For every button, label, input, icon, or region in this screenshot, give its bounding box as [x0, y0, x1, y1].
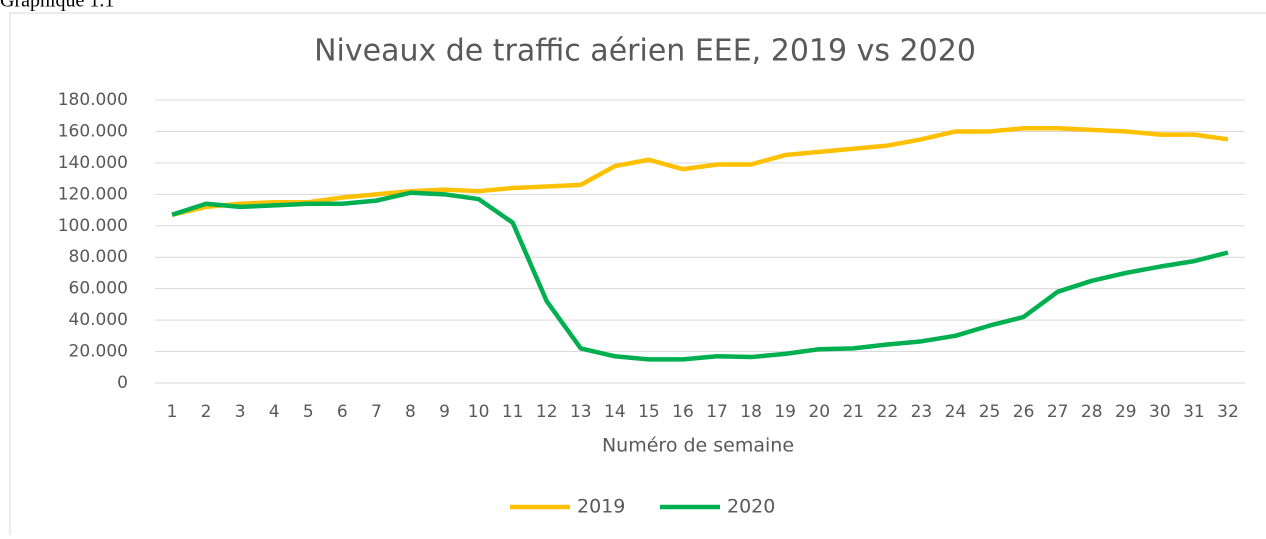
y-tick-label: 180.000	[58, 90, 128, 110]
x-tick-label: 10	[468, 402, 490, 422]
chart-title: Niveaux de traffic aérien EEE, 2019 vs 2…	[314, 34, 976, 69]
x-tick-label: 7	[371, 402, 382, 422]
x-tick-label: 18	[740, 402, 762, 422]
x-tick-label: 2	[201, 402, 212, 422]
x-tick-label: 31	[1183, 402, 1205, 422]
caption: Graphique 1.1	[0, 0, 114, 12]
x-tick-label: 16	[672, 402, 694, 422]
x-tick-label: 25	[979, 402, 1001, 422]
x-axis-label: Numéro de semaine	[602, 435, 794, 457]
x-tick-label: 12	[536, 402, 558, 422]
x-tick-label: 28	[1081, 402, 1103, 422]
x-tick-label: 22	[877, 402, 899, 422]
x-tick-label: 24	[945, 402, 967, 422]
x-tick-label: 13	[570, 402, 592, 422]
x-tick-label: 4	[269, 402, 280, 422]
x-tick-label: 32	[1217, 402, 1239, 422]
x-tick-label: 19	[774, 402, 796, 422]
x-tick-label: 5	[303, 402, 314, 422]
y-tick-label: 20.000	[69, 342, 128, 362]
x-tick-label: 1	[167, 402, 178, 422]
y-tick-label: 140.000	[58, 153, 128, 173]
y-tick-label: 120.000	[58, 184, 128, 204]
x-tick-label: 14	[604, 402, 626, 422]
x-tick-label: 17	[706, 402, 728, 422]
y-tick-label: 160.000	[58, 121, 128, 141]
series-line	[171, 126, 1229, 217]
x-tick-label: 30	[1149, 402, 1171, 422]
x-tick-label: 29	[1115, 402, 1137, 422]
y-tick-label: 80.000	[69, 247, 128, 267]
x-tick-label: 21	[842, 402, 864, 422]
series-line	[171, 190, 1229, 362]
legend-label: 2020	[727, 496, 775, 518]
x-tick-label: 27	[1047, 402, 1069, 422]
y-tick-label: 0	[117, 373, 128, 393]
x-tick-label: 23	[911, 402, 933, 422]
y-tick-label: 60.000	[69, 279, 128, 299]
x-tick-label: 26	[1013, 402, 1035, 422]
chart-frame	[9, 12, 1266, 539]
x-tick-label: 9	[439, 402, 450, 422]
x-tick-label: 20	[808, 402, 830, 422]
x-tick-label: 15	[638, 402, 660, 422]
legend-label: 2019	[577, 496, 625, 518]
x-tick-label: 3	[235, 402, 246, 422]
x-tick-label: 8	[405, 402, 416, 422]
y-tick-label: 100.000	[58, 216, 128, 236]
x-tick-label: 11	[502, 402, 524, 422]
y-tick-label: 40.000	[69, 310, 128, 330]
x-tick-label: 6	[337, 402, 348, 422]
